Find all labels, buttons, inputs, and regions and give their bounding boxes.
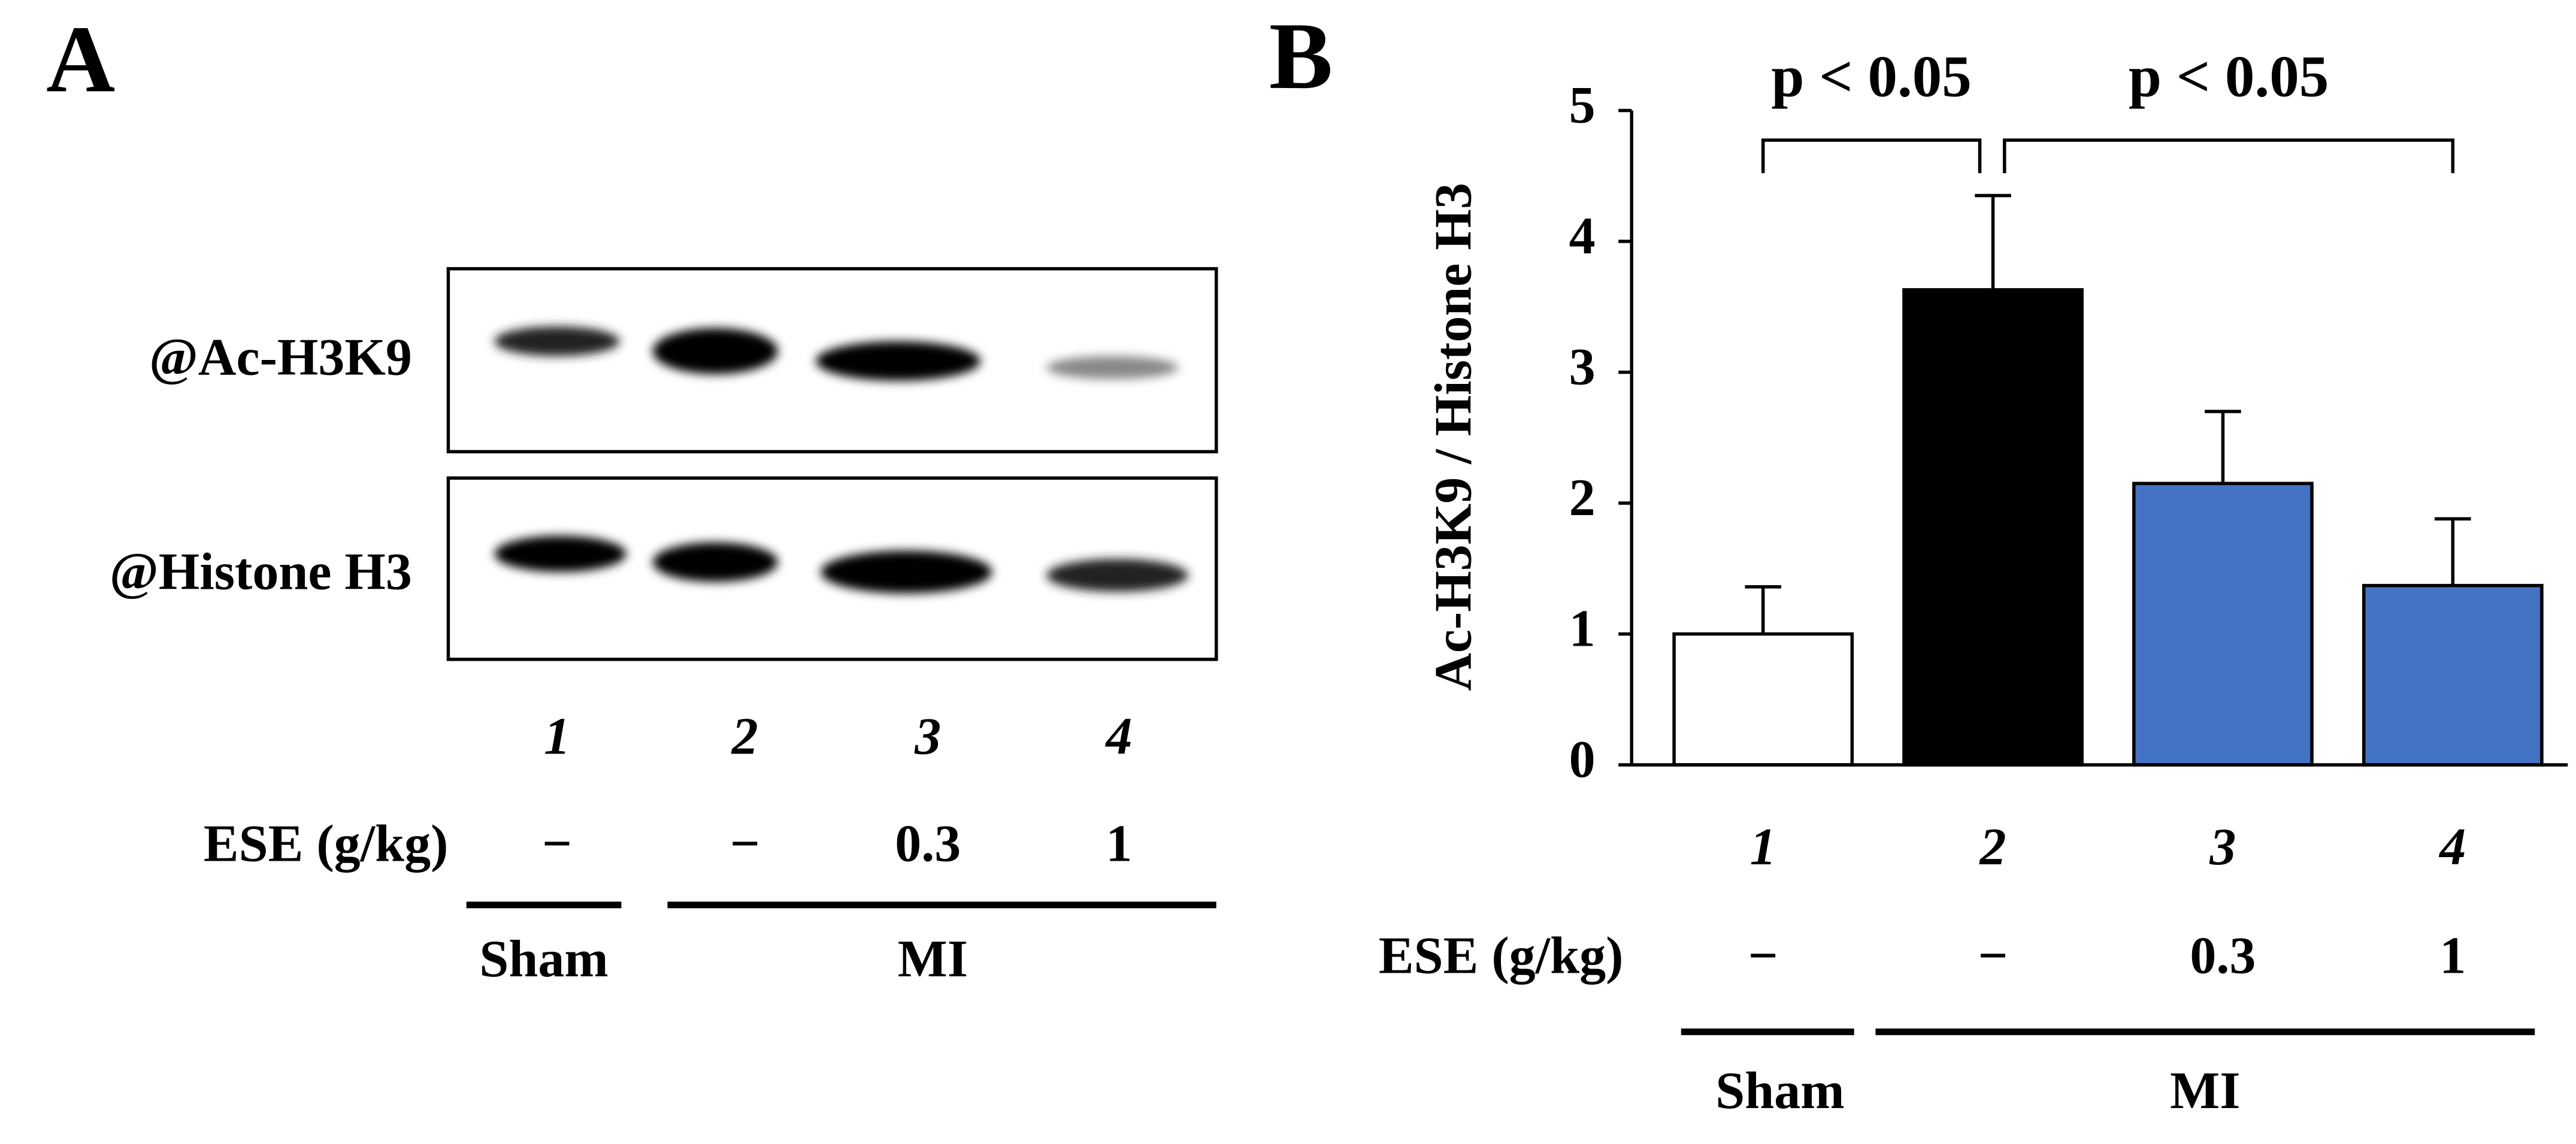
bar: [1672, 632, 1854, 767]
row-label: @Histone H3: [110, 543, 412, 601]
x-tick-label: 4: [2438, 818, 2466, 876]
y-tick-label: 4: [1569, 207, 1596, 265]
x-tick-label: 1: [1750, 818, 1776, 876]
significance-bracket: [2003, 138, 2455, 174]
lane-label: 3: [914, 708, 941, 766]
y-tick-label: 1: [1569, 600, 1596, 658]
dose-label: 0.3: [895, 815, 961, 873]
group-label: Sham: [479, 930, 608, 988]
significance-bracket: [1761, 138, 1982, 174]
y-tick-label: 0: [1569, 731, 1596, 789]
group-label: MI: [898, 930, 968, 988]
bar: [2132, 482, 2314, 767]
treatment-label: ESE (g/kg): [204, 815, 449, 873]
x-tick-label: 3: [2209, 818, 2236, 876]
panel-label: A: [46, 6, 115, 112]
dose-label: −: [1748, 927, 1778, 985]
y-tick-label: 2: [1569, 469, 1596, 527]
y-tick-label: 5: [1569, 77, 1596, 135]
bar: [2362, 583, 2544, 767]
panel-label: B: [1269, 3, 1333, 109]
lane-label: 2: [731, 708, 758, 766]
group-label: MI: [2170, 1062, 2240, 1120]
lane-label: 1: [544, 708, 570, 766]
row-label: @Ac-H3K9: [149, 329, 412, 387]
annotation: p < 0.05: [1771, 44, 1971, 109]
dose-label: −: [542, 815, 572, 873]
x-tick-label: 2: [1979, 818, 2006, 876]
dose-label: 1: [1106, 815, 1132, 873]
dose-label: 1: [2439, 927, 2466, 985]
bar: [1902, 288, 2084, 767]
treatment-label: ESE (g/kg): [1379, 927, 1624, 985]
lane-label: 4: [1104, 708, 1132, 766]
dose-label: −: [730, 815, 760, 873]
blot-bands: [494, 326, 1189, 594]
y-axis-label: Ac-H3K9 / Histone H3: [1425, 183, 1483, 691]
dose-label: 0.3: [2190, 927, 2256, 985]
dose-label: −: [1978, 927, 2008, 985]
y-tick-label: 3: [1569, 338, 1596, 397]
annotation: p < 0.05: [2129, 44, 2329, 109]
group-label: Sham: [1715, 1062, 1844, 1120]
